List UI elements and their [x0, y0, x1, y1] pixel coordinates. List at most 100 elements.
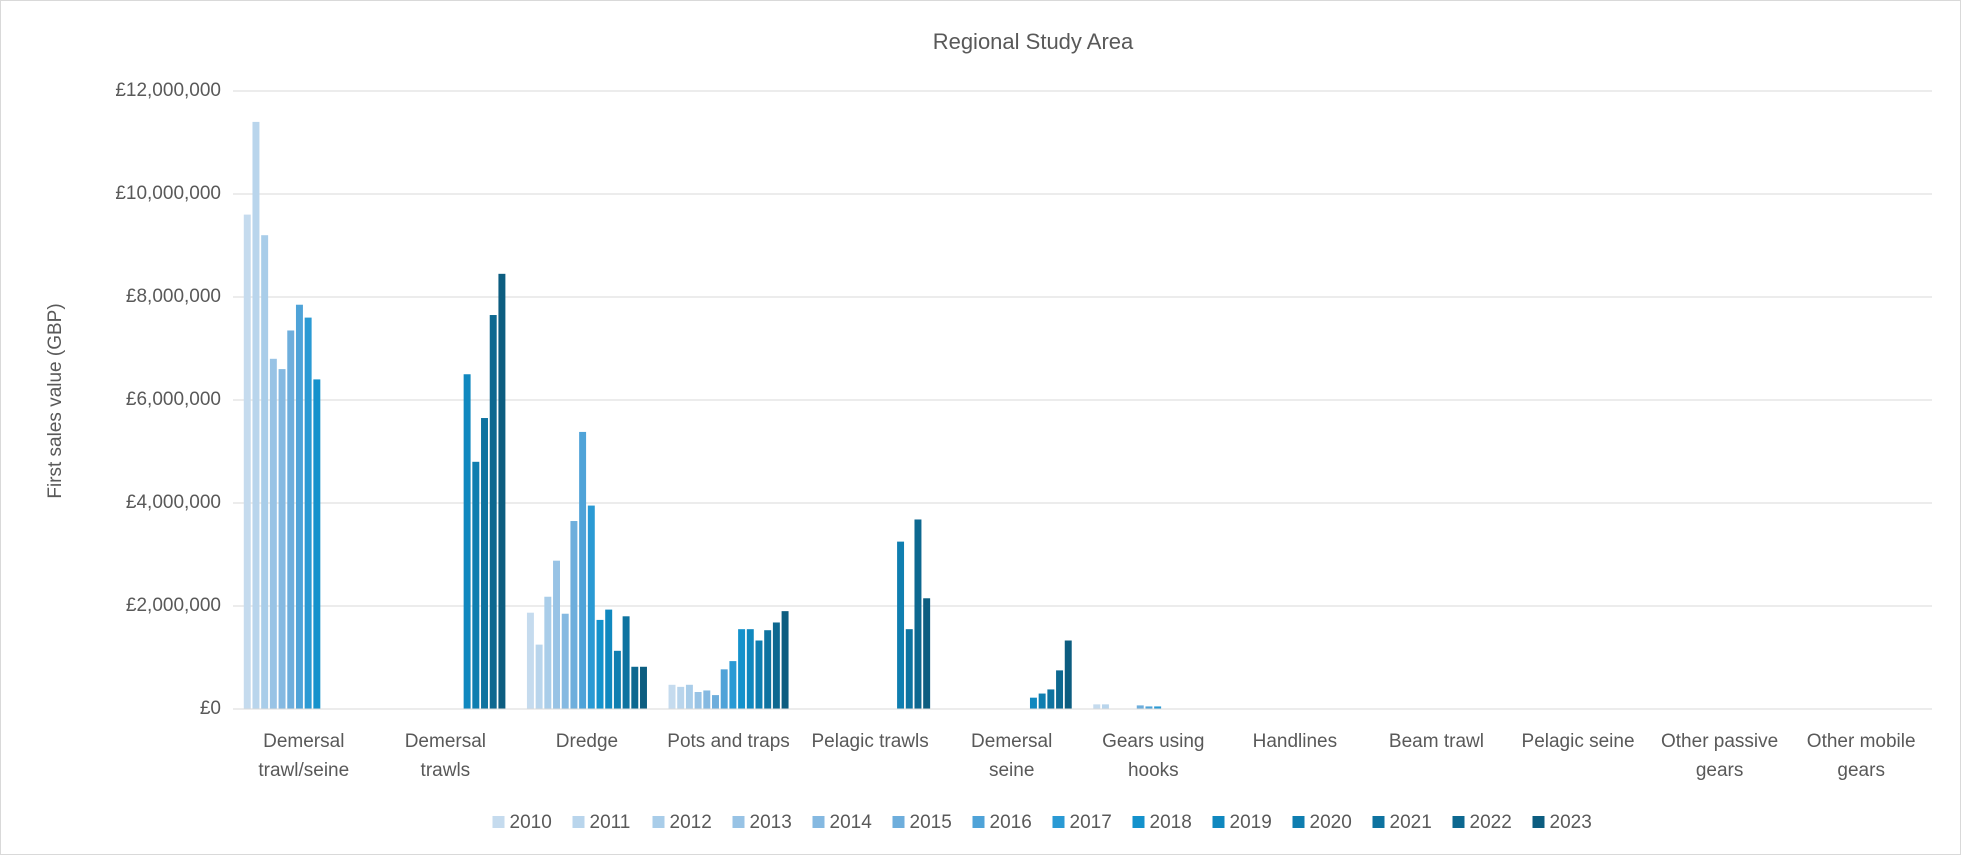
y-tick-label: £8,000,000: [126, 286, 221, 307]
legend-label: 2013: [750, 812, 792, 833]
bar: [1136, 705, 1144, 709]
bar: [481, 418, 488, 709]
x-tick-label: Dredge: [555, 731, 619, 752]
bar: [738, 629, 746, 709]
legend-label: 2021: [1390, 812, 1432, 833]
bar: [755, 640, 763, 709]
y-tick-label: £2,000,000: [126, 595, 221, 616]
y-tick-label: £12,000,000: [115, 80, 221, 101]
bar: [596, 619, 604, 709]
bar: [295, 304, 303, 709]
bar: [1064, 640, 1072, 709]
bar: [668, 684, 676, 709]
bar: [1056, 670, 1064, 709]
bar: [287, 330, 295, 709]
bar: [463, 374, 471, 709]
bar: [703, 690, 711, 709]
bar: [1029, 697, 1037, 709]
bar: [313, 379, 321, 709]
y-tick-label: £0: [200, 698, 221, 719]
legend-swatch: [892, 816, 905, 828]
x-tick-label: Other mobile gears: [1806, 731, 1916, 781]
legend-label: 2023: [1550, 812, 1592, 833]
legend-swatch: [1052, 816, 1065, 828]
x-tick-label: Pots and traps: [667, 731, 790, 752]
legend-swatch: [1452, 816, 1465, 828]
x-tick-label: Demersal trawl/seine: [258, 731, 350, 781]
bar: [905, 629, 913, 709]
bar: [613, 650, 621, 709]
x-tick-label: Demersal seine: [971, 731, 1053, 781]
legend-label: 2017: [1070, 812, 1112, 833]
x-tick-label: Beam trawl: [1388, 731, 1484, 752]
legend-swatch: [1212, 816, 1225, 828]
bar: [261, 235, 269, 709]
legend-swatch: [972, 816, 985, 828]
legend-label: 2015: [910, 812, 952, 833]
bar: [781, 611, 789, 709]
bar: [304, 317, 312, 709]
legend-label: 2012: [670, 812, 712, 833]
bar: [561, 613, 569, 709]
bar: [640, 666, 647, 709]
bar: [764, 630, 772, 709]
bar: [1038, 693, 1046, 709]
legend-label: 2019: [1230, 812, 1272, 833]
bar: [278, 369, 286, 709]
bar: [923, 598, 931, 709]
legend-label: 2014: [830, 812, 873, 833]
legend-label: 2018: [1150, 812, 1192, 833]
bar: [587, 505, 595, 709]
x-tick-label: Pelagic seine: [1521, 731, 1635, 752]
bar: [1047, 689, 1055, 709]
bar: [622, 616, 630, 709]
bar: [631, 666, 639, 709]
x-tick-label: Handlines: [1252, 731, 1338, 752]
legend-label: 2020: [1310, 812, 1352, 833]
bar: [526, 612, 534, 709]
bar: [269, 358, 277, 709]
y-tick-label: £6,000,000: [126, 389, 221, 410]
bar: [544, 596, 552, 709]
x-tick-label: Gears using hooks: [1102, 731, 1205, 781]
bar: [605, 609, 613, 709]
x-tick-label: Pelagic trawls: [811, 731, 929, 752]
bar: [489, 315, 497, 709]
bar: [1145, 706, 1153, 709]
bar: [1154, 706, 1162, 709]
bar: [677, 686, 685, 709]
bar: [472, 461, 480, 709]
bar: [252, 121, 260, 709]
bar: [1101, 704, 1109, 709]
legend-label: 2011: [590, 812, 631, 833]
chart-title: Regional Study Area: [933, 29, 1134, 54]
legend-swatch: [1132, 816, 1145, 828]
bar: [535, 644, 543, 709]
legend-swatch: [1292, 816, 1305, 828]
bar: [694, 692, 702, 709]
x-tick-label: Other passive gears: [1661, 731, 1779, 781]
bar: [746, 629, 754, 709]
bar: [720, 669, 728, 709]
y-tick-label: £4,000,000: [126, 492, 221, 513]
bar: [553, 560, 560, 709]
bar: [897, 541, 905, 709]
bar: [243, 214, 251, 709]
bar: [729, 661, 737, 709]
bar: [579, 431, 587, 709]
legend-swatch: [732, 816, 745, 828]
bar: [772, 622, 780, 709]
legend-swatch: [572, 816, 585, 828]
legend-swatch: [652, 816, 665, 828]
legend-label: 2016: [990, 812, 1032, 833]
bar: [1093, 704, 1101, 709]
bar: [570, 521, 578, 709]
y-tick-label: £10,000,000: [115, 183, 221, 204]
legend-swatch: [1372, 816, 1385, 828]
x-tick-label: Demersal trawls: [404, 731, 487, 781]
y-axis-label: First sales value (GBP): [45, 303, 66, 498]
legend-swatch: [812, 816, 825, 828]
bar: [498, 273, 506, 709]
